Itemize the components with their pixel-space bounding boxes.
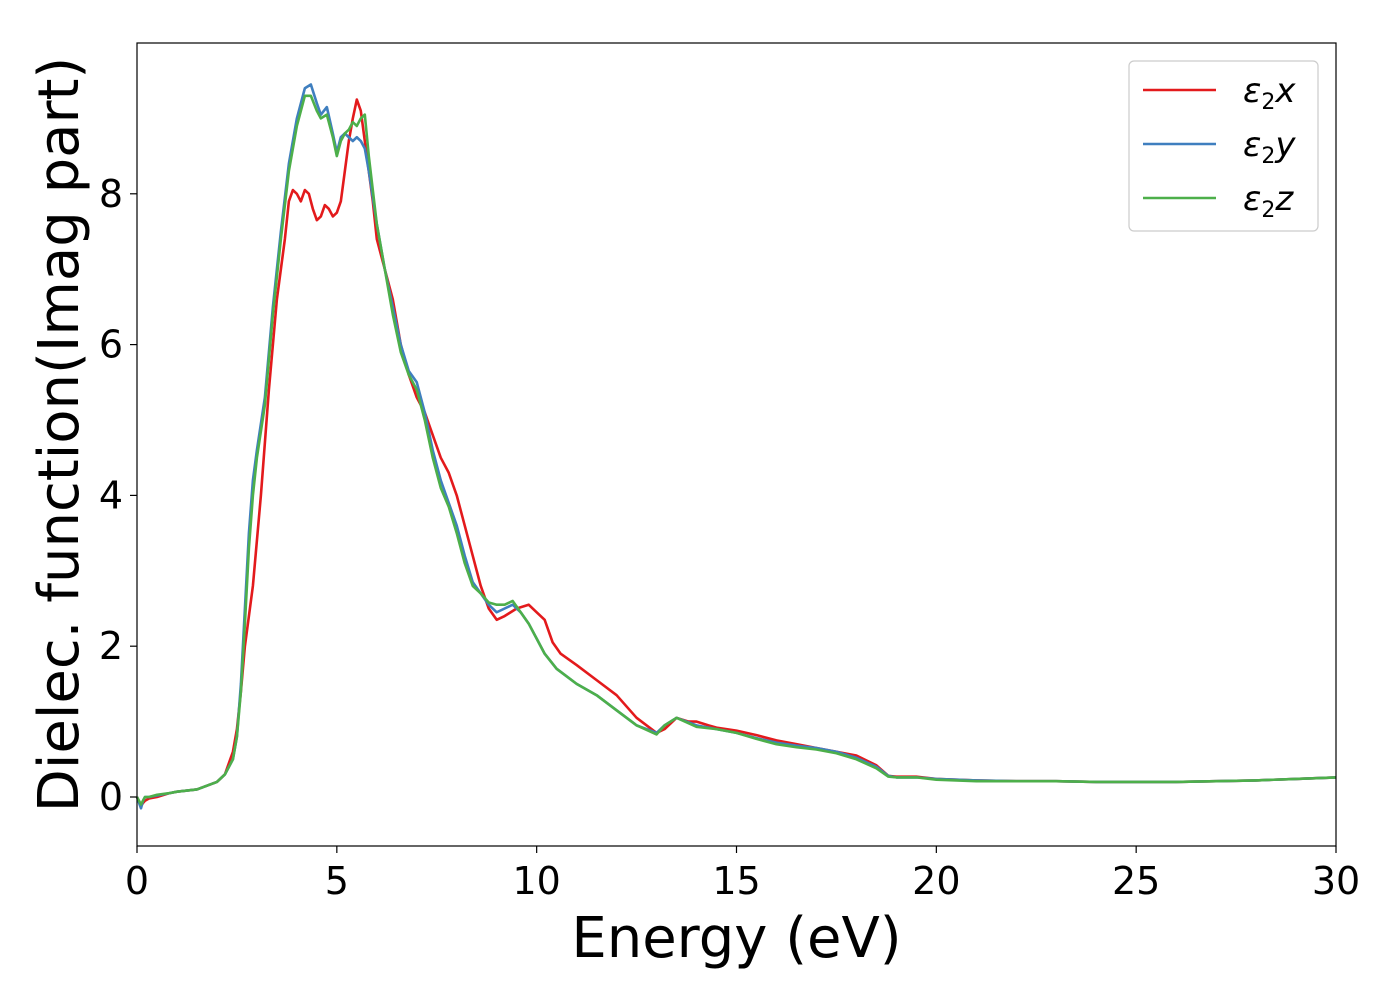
legend-label-suffix: x <box>1274 71 1296 111</box>
x-tick-label: 5 <box>325 859 349 903</box>
y-tick-label: 6 <box>99 323 123 367</box>
x-axis-ticks: 0 5 10 15 20 25 30 <box>125 846 1360 903</box>
legend-label-sub: 2 <box>1261 90 1275 115</box>
y-tick-label: 4 <box>99 473 123 517</box>
x-tick-label: 25 <box>1112 859 1160 903</box>
x-tick-label: 0 <box>125 859 149 903</box>
x-tick-label: 20 <box>912 859 960 903</box>
legend-label-x: ε2x <box>1243 71 1296 115</box>
y-axis-ticks: 0 2 4 6 8 <box>99 172 137 819</box>
x-axis-title: Energy (eV) <box>571 906 901 971</box>
legend-label-main: ε <box>1243 71 1261 111</box>
x-tick-label: 15 <box>712 859 760 903</box>
x-tick-label: 30 <box>1312 859 1360 903</box>
legend-label-main: ε <box>1243 125 1261 165</box>
legend-label-suffix: y <box>1274 125 1296 165</box>
series-lines <box>135 83 1337 810</box>
legend-label-main: ε <box>1243 179 1261 219</box>
series-line-z <box>135 94 1337 806</box>
y-tick-label: 2 <box>99 624 123 668</box>
legend-label-suffix: z <box>1274 179 1294 219</box>
legend-label-sub: 2 <box>1261 144 1275 169</box>
legend-label-z: ε2z <box>1243 179 1294 223</box>
x-tick-label: 10 <box>512 859 560 903</box>
legend-label-y: ε2y <box>1243 125 1296 169</box>
legend-label-sub: 2 <box>1261 198 1275 223</box>
y-tick-label: 8 <box>99 172 123 216</box>
y-tick-label: 0 <box>99 775 123 819</box>
legend-box <box>1128 60 1319 232</box>
y-axis-title: Dielec. function(Imag part) <box>27 57 92 813</box>
